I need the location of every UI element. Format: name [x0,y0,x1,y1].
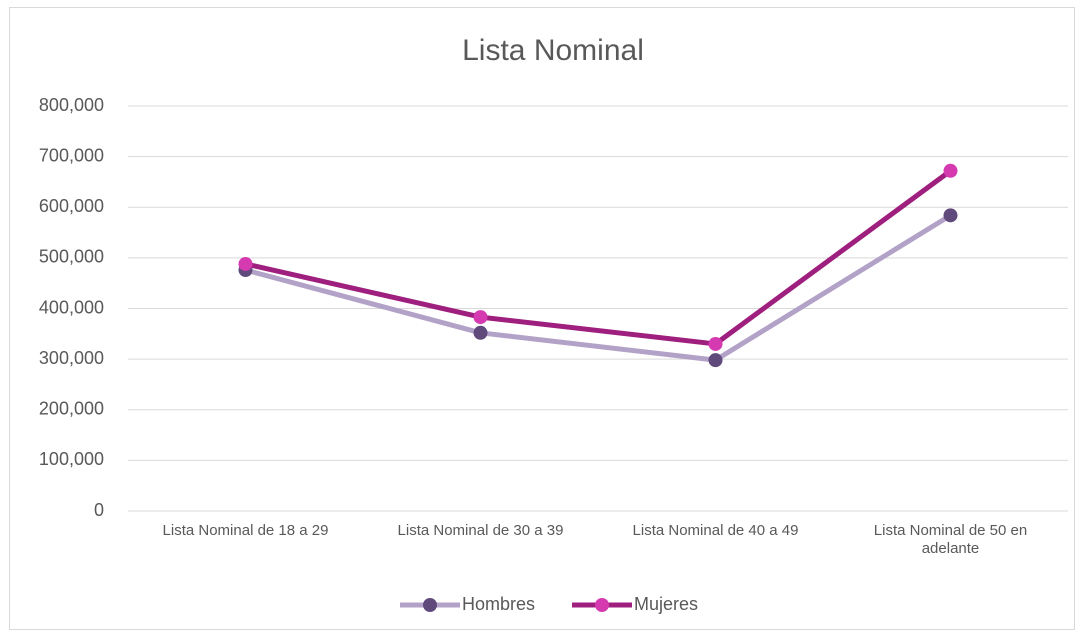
y-tick-label: 0 [94,500,104,520]
marker [943,208,958,223]
marker [708,336,723,351]
marker [473,310,488,325]
y-tick-label: 300,000 [39,348,104,368]
chart-title: Lista Nominal [462,34,644,67]
legend-marker [595,598,609,612]
y-tick-label: 500,000 [39,247,104,267]
chart-border [9,7,1075,630]
legend-label: Hombres [462,594,535,614]
y-tick-label: 700,000 [39,145,104,165]
y-tick-label: 200,000 [39,399,104,419]
x-tick-label: Lista Nominal de 30 a 39 [397,522,564,539]
y-tick-label: 100,000 [39,449,104,469]
y-tick-label: 400,000 [39,297,104,317]
x-tick-label: Lista Nominal de 18 a 29 [162,522,329,539]
marker [238,256,253,271]
x-tick-label: Lista Nominal de 40 a 49 [632,522,799,539]
y-tick-label: 600,000 [39,196,104,216]
legend-marker [423,598,437,612]
y-tick-label: 800,000 [39,95,104,115]
marker [943,163,958,178]
line [243,168,953,347]
line [243,212,953,363]
marker [708,353,723,368]
x-tick-label: Lista Nominal de 50 en adelante [873,522,1028,557]
legend-label: Mujeres [634,594,698,614]
marker [473,325,488,340]
